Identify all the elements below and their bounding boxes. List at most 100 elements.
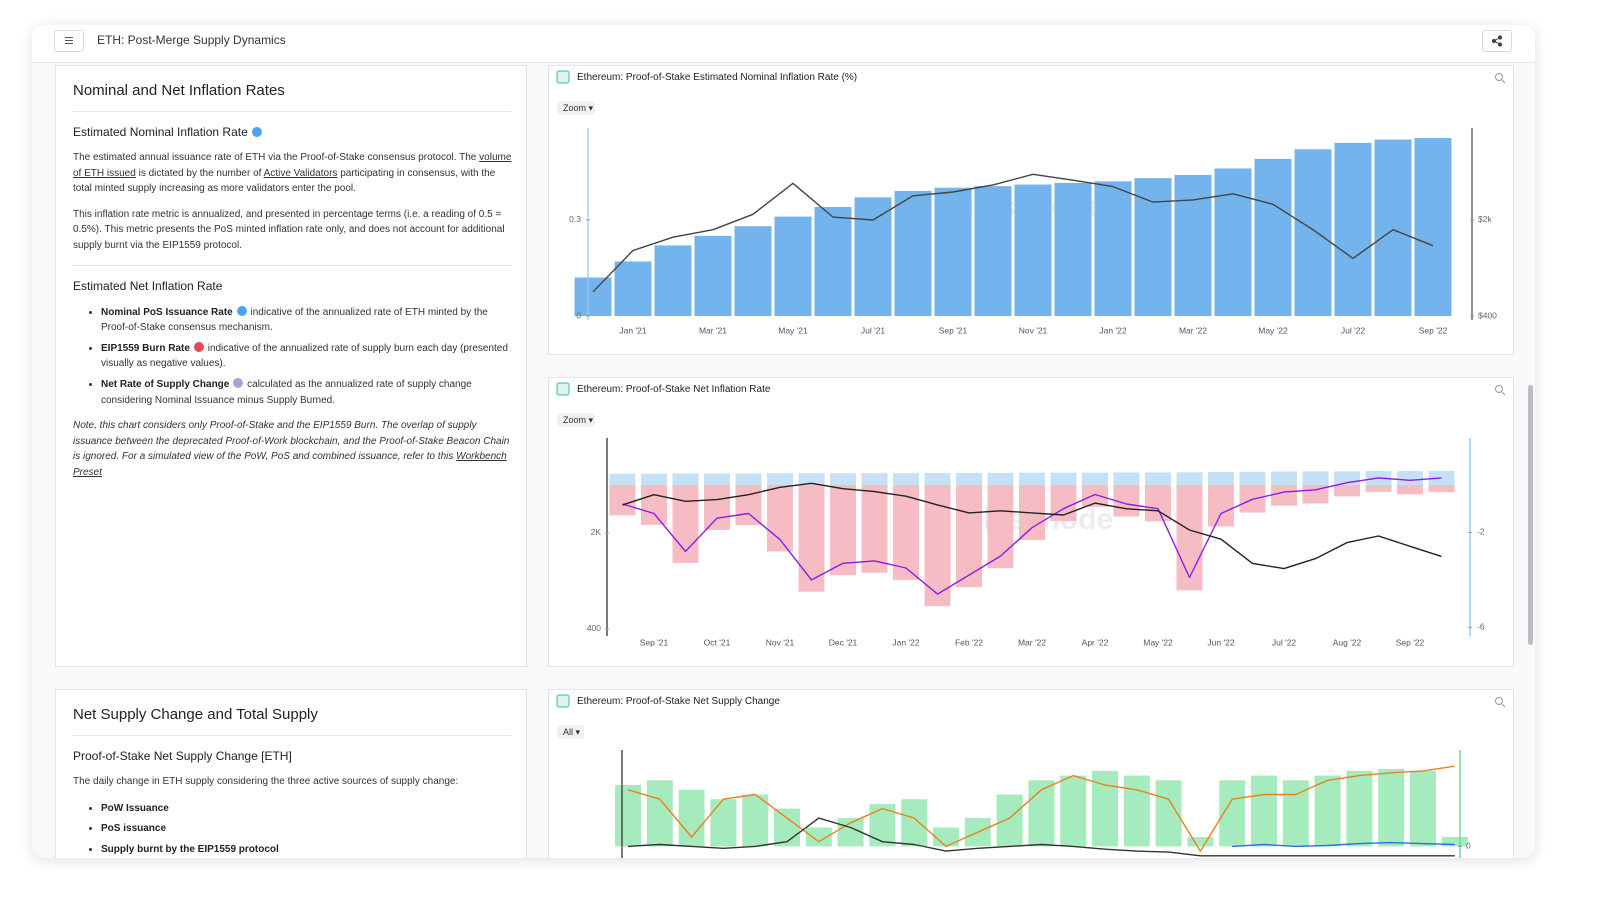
bar xyxy=(1050,472,1077,486)
y-tick-label: 0 xyxy=(1466,841,1471,851)
magnifier xyxy=(1495,697,1503,705)
bar xyxy=(1082,485,1108,507)
bar xyxy=(1176,472,1203,486)
color-dot xyxy=(251,127,262,137)
bar xyxy=(615,785,641,847)
bar xyxy=(1254,158,1292,316)
y-tick-label: 0.3 xyxy=(569,214,581,224)
x-tick-label: May '21 xyxy=(778,325,808,335)
link[interactable]: Workbench Preset xyxy=(73,451,507,478)
bar xyxy=(1014,184,1052,316)
bar xyxy=(814,206,852,316)
top-bar xyxy=(32,25,1535,63)
bar xyxy=(704,485,730,530)
item-label: Net Rate of Supply Change xyxy=(101,378,230,390)
divider xyxy=(73,111,511,112)
share-icon xyxy=(1491,35,1503,47)
bar xyxy=(672,485,699,564)
x-tick-label: Mar '21 xyxy=(699,325,727,335)
bar xyxy=(1346,770,1373,847)
list-item: Supply burnt by the EIP1559 protocol xyxy=(101,842,513,858)
bar xyxy=(956,472,982,486)
item-label: Nominal PoS Issuance Rate xyxy=(101,306,233,318)
zoom-chart-button[interactable] xyxy=(1495,697,1506,708)
y-tick-label: $400 xyxy=(1478,310,1497,320)
bar xyxy=(1397,471,1423,486)
range-button[interactable]: Zoom ▾ xyxy=(557,101,595,115)
magnifier-handle xyxy=(1501,703,1506,708)
range-button-bg xyxy=(557,101,595,115)
paragraph: This inflation rate metric is annualized… xyxy=(73,207,513,254)
share-button[interactable] xyxy=(1482,30,1512,52)
bar xyxy=(1378,768,1405,847)
app-content: ETH: Post-Merge Supply Dynamics Nominal … xyxy=(32,25,1535,858)
bar xyxy=(1214,168,1252,316)
bar xyxy=(1028,780,1055,847)
zoom-chart-button[interactable] xyxy=(1495,385,1506,396)
x-tick-label: Jul '22 xyxy=(1341,325,1366,335)
zoom-chart-button[interactable] xyxy=(1495,73,1506,84)
line xyxy=(627,817,1455,857)
item-text: calculated as the annualized rate of sup… xyxy=(101,378,472,406)
bar xyxy=(646,780,673,847)
bar xyxy=(854,197,892,316)
text-panel: Net Supply Change and Total Supply Proof-… xyxy=(55,689,527,858)
bar xyxy=(654,245,692,316)
chart-layer: Ethereum: Proof-of-Stake Estimated Nomin… xyxy=(556,70,1506,858)
range-button-bg xyxy=(557,725,584,739)
bar xyxy=(609,473,636,486)
chart-title: Ethereum: Proof-of-Stake Net Inflation R… xyxy=(577,384,771,395)
bar xyxy=(774,808,800,847)
divider xyxy=(73,735,511,736)
text-run: participating in consensus, with the tot… xyxy=(73,167,496,195)
x-tick-label: May '22 xyxy=(1143,637,1173,647)
bar xyxy=(1145,485,1171,522)
x-tick-label: Aug '22 xyxy=(1333,637,1362,647)
x-tick-label: Jun '22 xyxy=(1207,637,1234,647)
x-tick-label: May '22 xyxy=(1258,325,1288,335)
range-button-bg xyxy=(557,413,595,427)
bar xyxy=(735,485,762,526)
bar xyxy=(934,187,972,316)
bar xyxy=(893,485,919,580)
bar xyxy=(735,473,762,486)
chart-icon xyxy=(556,694,570,708)
color-dot xyxy=(233,377,244,388)
text-run: The estimated annual issuance rate of ET… xyxy=(73,152,480,163)
bar xyxy=(704,473,730,486)
bar xyxy=(641,485,667,525)
bar xyxy=(1410,770,1436,847)
section-heading: Estimated Nominal Inflation Rate xyxy=(73,124,509,140)
bar xyxy=(1271,485,1297,506)
x-tick-label: Nov '21 xyxy=(766,637,795,647)
y-tick-label: -6 xyxy=(1477,622,1485,632)
range-button[interactable]: Zoom ▾ xyxy=(557,413,595,427)
range-button-label: All ▾ xyxy=(563,727,581,737)
link[interactable]: Active Validators xyxy=(263,167,338,179)
bar xyxy=(1428,485,1455,493)
heading-text: Estimated Net Inflation Rate xyxy=(73,278,223,293)
text-panel: Nominal and Net Inflation Rates Estimated… xyxy=(55,65,527,667)
bar xyxy=(1239,471,1266,486)
magnifier-handle xyxy=(1501,391,1506,396)
scrollbar[interactable] xyxy=(1528,385,1533,645)
bar xyxy=(1271,471,1297,486)
bar xyxy=(1314,775,1341,847)
list-item: Nominal PoS Issuance Rate indicative of … xyxy=(101,305,513,336)
menu-button[interactable] xyxy=(54,30,84,52)
bar xyxy=(614,261,652,316)
bar xyxy=(996,794,1023,847)
x-tick-label: Apr '22 xyxy=(1082,637,1109,647)
menu-icon xyxy=(65,37,73,44)
bar xyxy=(830,485,856,576)
bar xyxy=(1092,770,1118,847)
bar xyxy=(1134,178,1172,316)
bar xyxy=(798,473,825,486)
section-heading: Estimated Net Inflation Rate xyxy=(73,278,509,294)
text-run: This inflation rate metric is annualized… xyxy=(73,208,505,251)
range-button-label: Zoom ▾ xyxy=(563,103,594,113)
range-button[interactable]: All ▾ xyxy=(557,725,584,739)
link[interactable]: volume of ETH issued xyxy=(73,152,512,179)
bar xyxy=(1441,836,1468,847)
